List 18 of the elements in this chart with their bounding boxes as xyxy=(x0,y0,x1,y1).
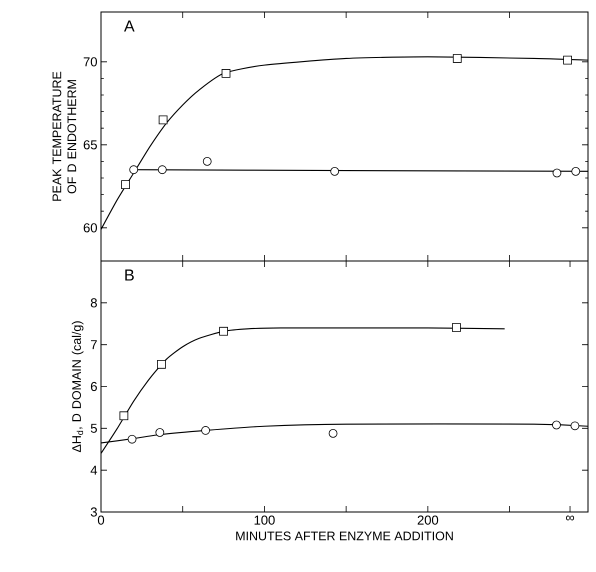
y-tick-label: 8 xyxy=(90,298,97,308)
x-tick-label: ∞ xyxy=(566,516,574,520)
y-tick-label: 6 xyxy=(90,382,97,392)
y-tick-label: 7 xyxy=(90,340,97,350)
y-tick-label: 65 xyxy=(84,140,97,150)
x-axis-title: MINUTES AFTER ENZYME ADDITION xyxy=(236,532,453,540)
chart-title: B xyxy=(125,270,134,281)
y-axis-title: ΔH$_{d}$, D DOMAIN (cal/g) xyxy=(72,321,84,452)
y-tick-label: 3 xyxy=(90,507,97,517)
y-tick-label: 5 xyxy=(90,424,97,433)
y-axis-title: PEAK TEMPERATURE OF D ENDOTHERM xyxy=(52,72,76,201)
x-tick-label: 100 xyxy=(254,516,275,525)
y-tick-label: 70 xyxy=(84,57,97,66)
y-tick-label: 4 xyxy=(90,466,98,475)
chart-title: A xyxy=(124,20,135,32)
x-tick-label: 0 xyxy=(98,516,104,525)
x-tick-label: 200 xyxy=(418,516,438,525)
y-tick-label: 60 xyxy=(84,223,97,232)
